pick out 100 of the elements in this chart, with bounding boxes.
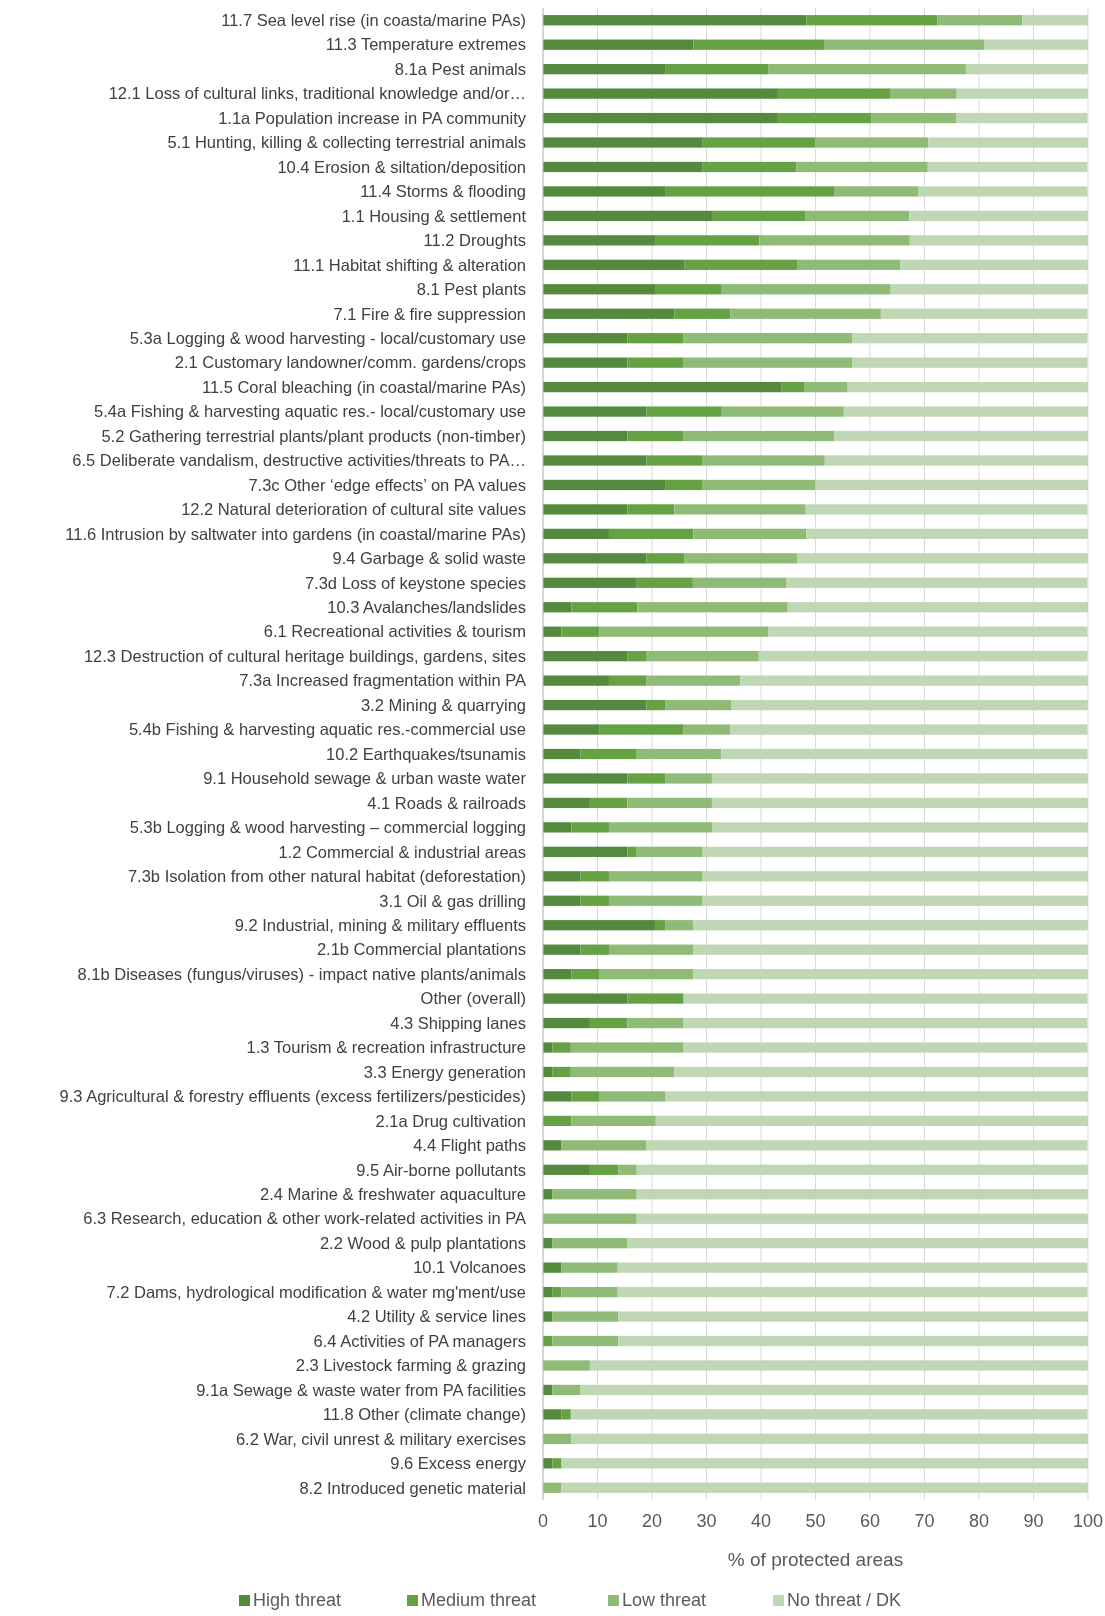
bar [918, 186, 1088, 197]
y-tick-label: 12.1 Loss of cultural links, traditional knowledge and/or… [108, 84, 526, 103]
bar [646, 406, 722, 417]
bar [552, 1311, 619, 1322]
bar [617, 1286, 1088, 1298]
bar [543, 699, 647, 711]
y-tick-label: 4.1 Roads & railroads [367, 793, 526, 812]
bar [674, 504, 806, 515]
bar [571, 822, 609, 833]
bar [646, 455, 703, 466]
y-tick-label: 8.2 Introduced genetic material [299, 1478, 526, 1497]
bar [871, 112, 957, 124]
bar [543, 210, 712, 222]
bar [543, 259, 685, 270]
bar [890, 284, 1088, 295]
bar [561, 1262, 618, 1273]
y-tick-label: 9.1a Sewage & waste water from PA facilities [196, 1380, 526, 1399]
x-tick-label: 20 [641, 1511, 663, 1531]
bar [880, 308, 1088, 319]
bar [618, 1311, 1088, 1322]
bar [683, 1042, 1088, 1053]
bar [824, 39, 985, 50]
bar [552, 1238, 628, 1249]
x-axis-title: % of protected areas [727, 1549, 904, 1570]
bar [636, 748, 722, 760]
bar [655, 1115, 1088, 1127]
bar [543, 1482, 562, 1493]
y-tick-label: 5.3a Logging & wood harvesting - local/customary use [129, 328, 526, 347]
bar [543, 186, 666, 197]
y-tick-label: 7.2 Dams, hydrological modification & water mg'ment/use [106, 1282, 526, 1301]
legend-label: High threat [253, 1590, 342, 1610]
bar [693, 920, 1088, 931]
bar [683, 430, 835, 442]
bar [702, 479, 816, 491]
bar [543, 357, 628, 368]
y-tick-label: 3.1 Oil & gas drilling [379, 891, 526, 910]
bar [543, 846, 628, 857]
bar [543, 381, 782, 393]
bar [543, 675, 609, 686]
bar [721, 406, 844, 417]
bar [589, 1017, 628, 1029]
bar [702, 895, 1088, 906]
bar [730, 724, 1088, 735]
bar [580, 748, 637, 760]
bar [721, 748, 1088, 760]
bar [561, 1409, 571, 1420]
y-tick-label: 5.2 Gathering terrestrial plants/plant products (non-timber) [101, 426, 526, 445]
y-tick-label: 2.4 Marine & freshwater aquaculture [260, 1185, 526, 1204]
bar [927, 161, 1088, 173]
bar [608, 528, 694, 539]
bar [608, 822, 713, 833]
bar [543, 88, 778, 99]
bar [843, 406, 1088, 417]
bar [815, 137, 929, 148]
bar [692, 577, 787, 588]
bar [543, 969, 572, 980]
bar [589, 797, 628, 809]
bar [608, 895, 703, 906]
bar [665, 479, 703, 491]
bar [665, 699, 732, 711]
bar [674, 1066, 1088, 1078]
bar [805, 210, 910, 222]
y-tick-label: 7.3b Isolation from other natural habitat (deforestation) [127, 867, 526, 886]
bar [627, 993, 684, 1004]
bar [712, 822, 1088, 833]
bar [543, 64, 666, 75]
bar [693, 39, 825, 50]
bar [815, 479, 1088, 491]
bar [721, 284, 891, 295]
bar [618, 1164, 637, 1175]
bar [665, 186, 835, 197]
bar [580, 944, 609, 955]
bar [834, 186, 919, 197]
bar [683, 993, 1088, 1004]
bar [570, 1042, 684, 1053]
y-tick-label: 9.3 Agricultural & forestry effluents (excess fertilizers/pesticides) [59, 1087, 526, 1106]
y-tick-label: Other (overall) [420, 989, 526, 1008]
y-tick-label: 7.3a Increased fragmentation within PA [239, 671, 526, 690]
bar [693, 528, 807, 539]
y-tick-label: 8.1b Diseases (fungus/viruses) - impact native plants/animals [77, 964, 526, 983]
y-tick-label: 11.8 Other (climate change) [322, 1405, 526, 1424]
x-tick-label: 70 [914, 1511, 935, 1531]
bar [543, 871, 581, 882]
bar [909, 210, 1088, 222]
bar [543, 1360, 590, 1371]
bar [711, 773, 1088, 784]
bar [684, 259, 797, 270]
bar [984, 39, 1088, 50]
bar [543, 1433, 572, 1444]
y-tick-label: 9.4 Garbage & solid waste [332, 549, 526, 568]
bar [683, 1017, 1088, 1029]
bar [571, 1433, 1088, 1444]
bar [627, 357, 684, 368]
x-tick-label: 10 [587, 1511, 608, 1531]
bar [777, 88, 891, 99]
y-tick-label: 11.7 Sea level rise (in coasta/marine PAs) [221, 11, 526, 29]
y-tick-label: 2.1b Commercial plantations [316, 940, 526, 959]
bar [589, 1164, 619, 1175]
bar [543, 748, 581, 760]
bar [646, 553, 685, 564]
